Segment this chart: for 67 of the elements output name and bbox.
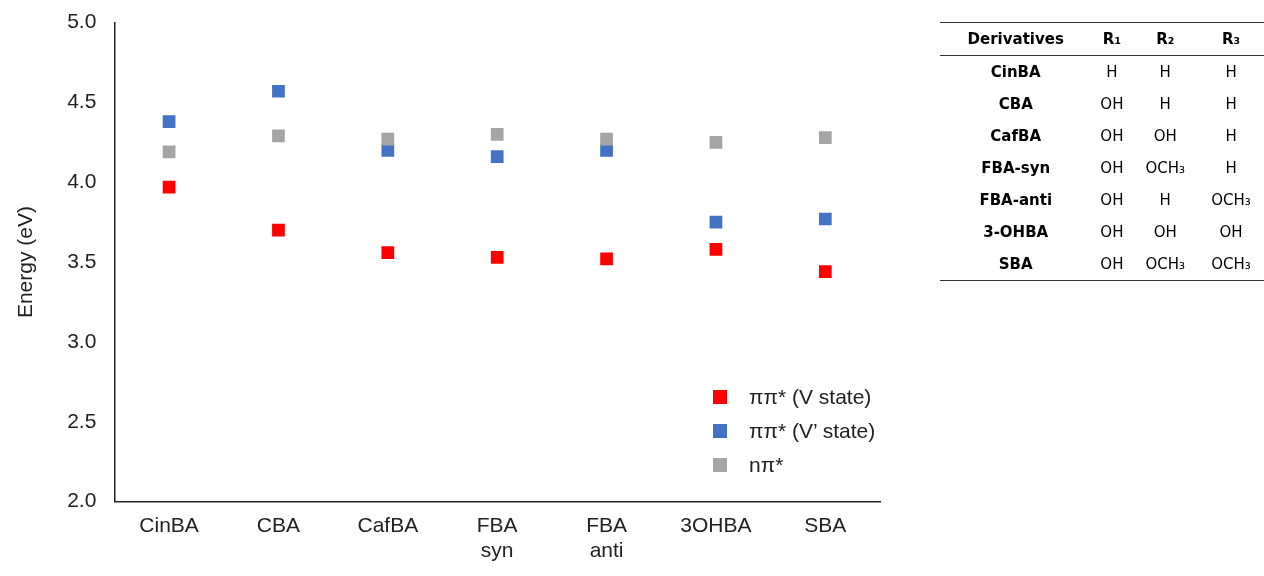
text: OCH₃ bbox=[1145, 159, 1186, 177]
legend-label: nπ* bbox=[749, 452, 784, 477]
point bbox=[381, 246, 395, 259]
point bbox=[600, 252, 613, 266]
y-tick-label: 2.0 bbox=[67, 488, 97, 512]
point bbox=[818, 131, 832, 144]
category-label: R₃ bbox=[1221, 29, 1242, 50]
text: OCH₃ bbox=[1145, 255, 1186, 273]
y-tick-label: 3.5 bbox=[67, 248, 97, 272]
text: H bbox=[1159, 63, 1171, 81]
category-label: 3-OHBA bbox=[983, 223, 1049, 241]
x-tick-label: CBA bbox=[256, 513, 301, 536]
legend-label: ππ* (V’ state) bbox=[749, 418, 876, 443]
point bbox=[272, 223, 285, 237]
point bbox=[162, 115, 176, 128]
text: H bbox=[1225, 159, 1237, 177]
point bbox=[818, 265, 832, 279]
legend-label: ππ* (V state) bbox=[749, 384, 872, 409]
point bbox=[272, 129, 285, 143]
point bbox=[272, 84, 285, 98]
text: OH bbox=[1100, 159, 1124, 177]
point bbox=[818, 212, 832, 226]
point bbox=[600, 132, 613, 146]
point bbox=[709, 242, 723, 256]
text: H bbox=[1225, 63, 1237, 81]
category-label: SBA bbox=[998, 255, 1033, 273]
text: H bbox=[1225, 127, 1237, 145]
text: OCH₃ bbox=[1211, 191, 1251, 209]
text: OH bbox=[1100, 127, 1124, 145]
text: OH bbox=[1153, 127, 1177, 145]
y-tick-label: 3.0 bbox=[67, 328, 97, 352]
y-tick-label: 2.5 bbox=[67, 408, 97, 432]
category-label: CBA bbox=[998, 95, 1033, 113]
text: OH bbox=[1100, 255, 1124, 273]
category-label: CafBA bbox=[990, 127, 1042, 145]
point bbox=[490, 128, 504, 141]
text: H bbox=[1159, 191, 1171, 209]
y-tick-label: 5.0 bbox=[67, 9, 97, 33]
text: H bbox=[1225, 95, 1237, 113]
text: OH bbox=[1100, 223, 1124, 241]
point bbox=[709, 135, 723, 149]
point bbox=[381, 132, 395, 146]
y-axis-title: Energy (eV) bbox=[13, 206, 37, 319]
text: OH bbox=[1219, 223, 1243, 241]
point bbox=[490, 250, 504, 264]
text: OH bbox=[1100, 95, 1124, 113]
x-tick-label: 3OHBA bbox=[680, 513, 752, 536]
category-label: FBA-syn bbox=[981, 159, 1051, 177]
text: H bbox=[1106, 63, 1118, 81]
text: OH bbox=[1100, 191, 1124, 209]
x-tick-label: CinBA bbox=[139, 513, 199, 536]
text: H bbox=[1159, 95, 1171, 113]
point bbox=[709, 215, 723, 229]
category-label: R₂ bbox=[1155, 29, 1176, 50]
x-tick-label: FBA anti bbox=[586, 513, 627, 562]
y-tick-label: 4.5 bbox=[67, 89, 97, 113]
text: OCH₃ bbox=[1211, 255, 1251, 273]
x-tick-label: CafBA bbox=[357, 513, 419, 536]
category-label: FBA-anti bbox=[979, 191, 1053, 209]
point bbox=[490, 150, 504, 164]
text: OH bbox=[1153, 223, 1177, 241]
x-tick-label: SBA bbox=[804, 513, 847, 536]
category-label: R₁ bbox=[1101, 29, 1122, 50]
x-tick-label: FBA syn bbox=[476, 513, 518, 562]
category-label: CinBA bbox=[990, 63, 1041, 81]
y-tick-label: 4.0 bbox=[67, 169, 97, 193]
category-label: Derivatives bbox=[966, 29, 1065, 50]
